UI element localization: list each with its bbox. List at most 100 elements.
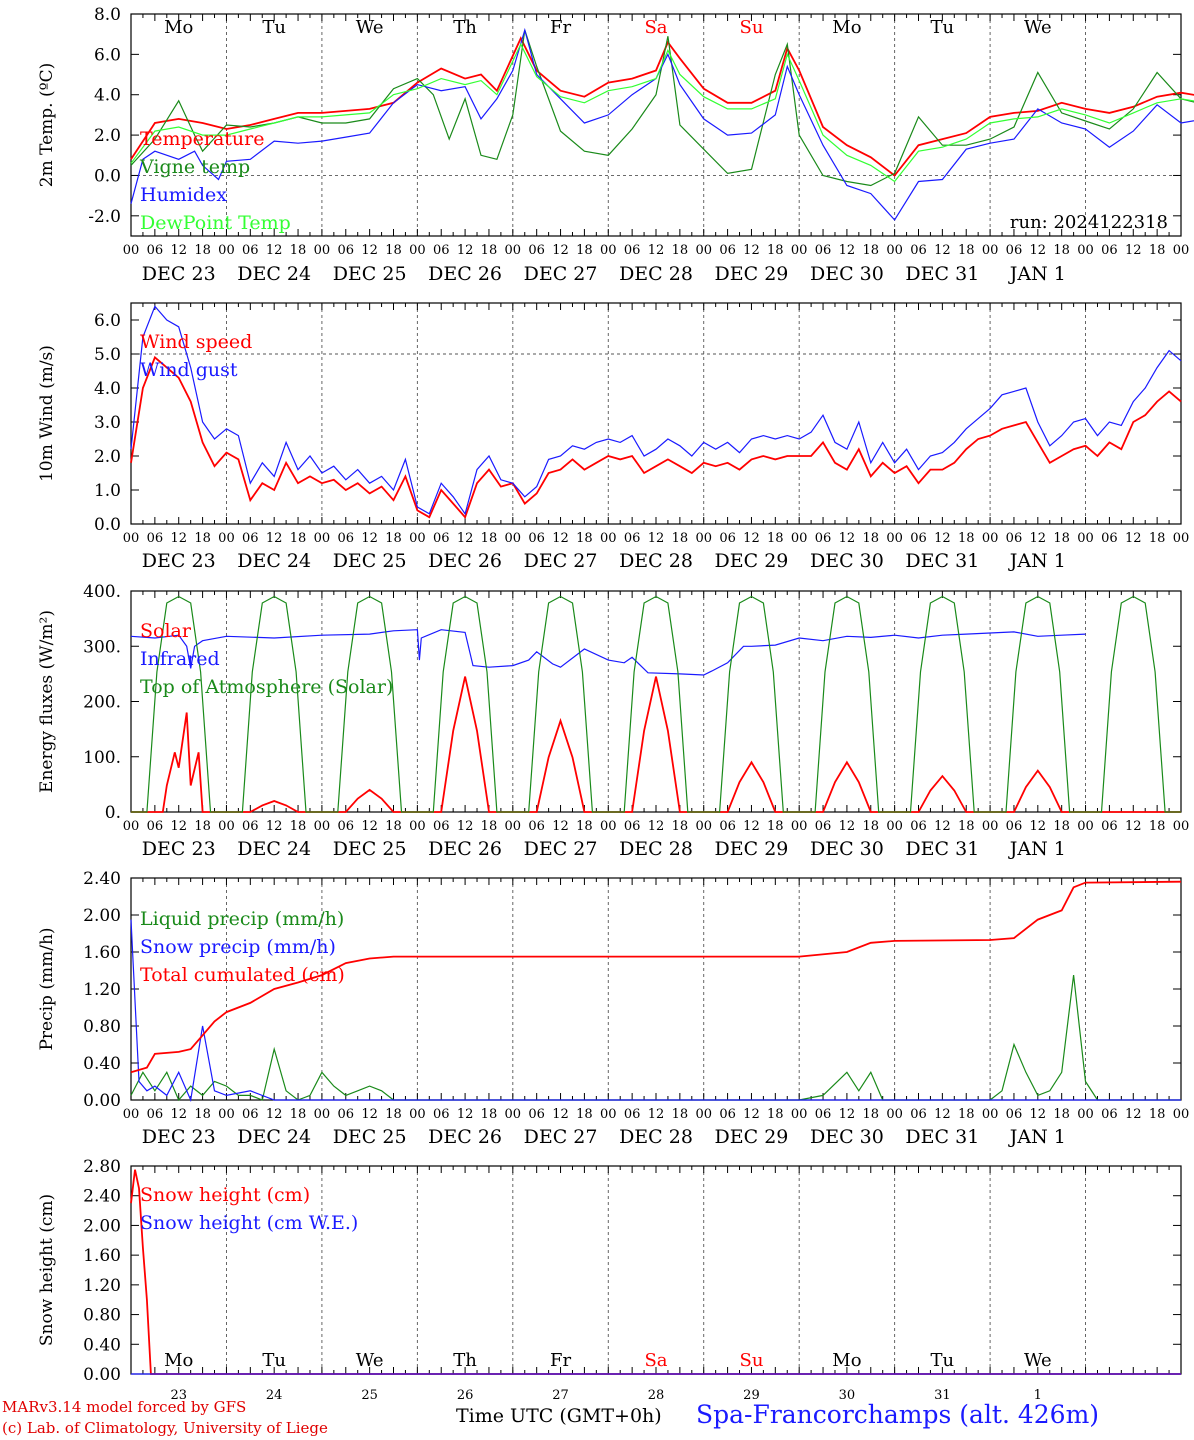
hour-tick-label: 18: [767, 243, 784, 258]
day-of-week-label: Fr: [550, 17, 571, 38]
hour-tick-label: 06: [528, 531, 545, 546]
hour-tick-label: 06: [242, 531, 259, 546]
hour-tick-label: 06: [1101, 1107, 1118, 1122]
y-tick-label: 2.40: [83, 869, 121, 889]
date-label: DEC 23: [142, 1126, 216, 1148]
hour-tick-label: 00: [1173, 1107, 1190, 1122]
y-tick-label: 0.40: [83, 1054, 121, 1074]
hour-tick-label: 06: [1101, 531, 1118, 546]
series-line-humidex: [130, 27, 1194, 221]
y-tick-label: 5.0: [94, 345, 121, 365]
hour-tick-label: 18: [194, 819, 211, 834]
day-number-label: 30: [839, 1388, 856, 1403]
hour-tick-label: 12: [743, 1107, 760, 1122]
date-label: DEC 28: [619, 838, 693, 860]
day-of-week-label: Tu: [931, 1350, 955, 1371]
hour-tick-label: 18: [194, 1107, 211, 1122]
hour-tick-label: 06: [910, 1107, 927, 1122]
hour-tick-label: 00: [600, 243, 617, 258]
y-tick-label: 0.80: [83, 1306, 121, 1326]
hour-tick-label: 06: [719, 243, 736, 258]
hour-tick-label: 12: [1030, 1107, 1047, 1122]
hour-tick-label: 00: [886, 243, 903, 258]
y-tick-label: 0.80: [83, 1017, 121, 1037]
hour-tick-label: 12: [1125, 819, 1142, 834]
hour-tick-label: 00: [409, 531, 426, 546]
hour-tick-label: 06: [242, 819, 259, 834]
hour-tick-label: 00: [505, 243, 522, 258]
hour-tick-label: 12: [934, 1107, 951, 1122]
hour-tick-label: 06: [815, 243, 832, 258]
hour-tick-label: 06: [815, 531, 832, 546]
hour-tick-label: 00: [791, 1107, 808, 1122]
series-line-snow-precip-mm-h-: [130, 919, 1181, 1103]
hour-tick-label: 06: [910, 243, 927, 258]
date-label: DEC 26: [428, 1126, 502, 1148]
hour-tick-label: 12: [934, 819, 951, 834]
y-axis-label: 2m Temp. (ºC): [37, 63, 57, 188]
y-axis-label: Snow height (cm): [37, 1194, 57, 1346]
hour-tick-label: 18: [1149, 1107, 1166, 1122]
legend-entry: Vigne temp: [139, 156, 250, 178]
hour-tick-label: 12: [1030, 243, 1047, 258]
hour-tick-label: 00: [314, 531, 331, 546]
day-of-week-label: We: [1024, 17, 1052, 38]
hour-tick-label: 06: [1006, 531, 1023, 546]
hour-tick-label: 18: [672, 819, 689, 834]
hour-tick-label: 12: [361, 819, 378, 834]
hour-tick-label: 18: [385, 243, 402, 258]
hour-tick-label: 18: [576, 243, 593, 258]
date-label: DEC 31: [905, 1126, 979, 1148]
hour-tick-label: 18: [481, 1107, 498, 1122]
series-line-wind-speed: [130, 355, 1182, 519]
date-label: DEC 31: [905, 550, 979, 572]
hour-tick-label: 12: [1030, 531, 1047, 546]
hour-tick-label: 00: [409, 1107, 426, 1122]
hour-tick-label: 00: [982, 1107, 999, 1122]
hour-tick-label: 12: [839, 531, 856, 546]
hour-tick-label: 12: [170, 531, 187, 546]
hour-tick-label: 06: [433, 819, 450, 834]
hour-tick-label: 00: [1173, 819, 1190, 834]
date-label: DEC 29: [715, 1126, 789, 1148]
hour-tick-label: 18: [385, 531, 402, 546]
hour-tick-label: 18: [862, 243, 879, 258]
date-label: DEC 25: [333, 838, 407, 860]
hour-tick-label: 00: [695, 819, 712, 834]
panel-temperature: 8.0 6.0 4.0 2.0 0.0 -2.0 2m Temp. (ºC) 00 06 12 18…: [37, 5, 1194, 285]
y-tick-label: 2.0: [94, 447, 121, 467]
y-tick-label: 4.0: [94, 86, 121, 106]
date-label: JAN 1: [1008, 1126, 1066, 1148]
hour-tick-label: 12: [361, 531, 378, 546]
date-label: DEC 31: [905, 263, 979, 285]
hour-tick-label: 00: [600, 531, 617, 546]
panel-snow: 2.80 2.40 2.00 1.60 1.20 0.80 0.40 0.00 Snow hei…: [37, 1157, 1182, 1385]
hour-tick-label: 18: [290, 243, 307, 258]
panel-precip: 2.40 2.00 1.60 1.20 0.80 0.40 0.00 Precip (mm/h…: [37, 869, 1189, 1148]
hour-tick-label: 06: [433, 243, 450, 258]
hour-tick-label: 12: [552, 1107, 569, 1122]
hour-tick-label: 18: [194, 243, 211, 258]
hour-tick-label: 00: [218, 1107, 235, 1122]
hour-tick-label: 18: [385, 1107, 402, 1122]
hour-tick-label: 06: [815, 1107, 832, 1122]
hour-tick-label: 18: [1053, 1107, 1070, 1122]
date-label: DEC 28: [619, 550, 693, 572]
hour-tick-label: 12: [934, 243, 951, 258]
hour-tick-label: 06: [910, 531, 927, 546]
date-label: DEC 27: [524, 1126, 598, 1148]
y-tick-label: 2.0: [94, 126, 121, 146]
hour-tick-label: 18: [958, 243, 975, 258]
date-label: DEC 28: [619, 263, 693, 285]
hour-tick-label: 12: [648, 819, 665, 834]
date-label: DEC 27: [524, 550, 598, 572]
hour-tick-label: 18: [767, 819, 784, 834]
hour-tick-label: 18: [290, 819, 307, 834]
y-tick-label: 0.00: [83, 1365, 121, 1385]
hour-tick-label: 06: [528, 1107, 545, 1122]
hour-tick-label: 00: [314, 1107, 331, 1122]
hour-tick-label: 18: [1053, 531, 1070, 546]
date-label: DEC 23: [142, 838, 216, 860]
hour-tick-label: 18: [958, 531, 975, 546]
day-number-label: 27: [552, 1388, 569, 1403]
